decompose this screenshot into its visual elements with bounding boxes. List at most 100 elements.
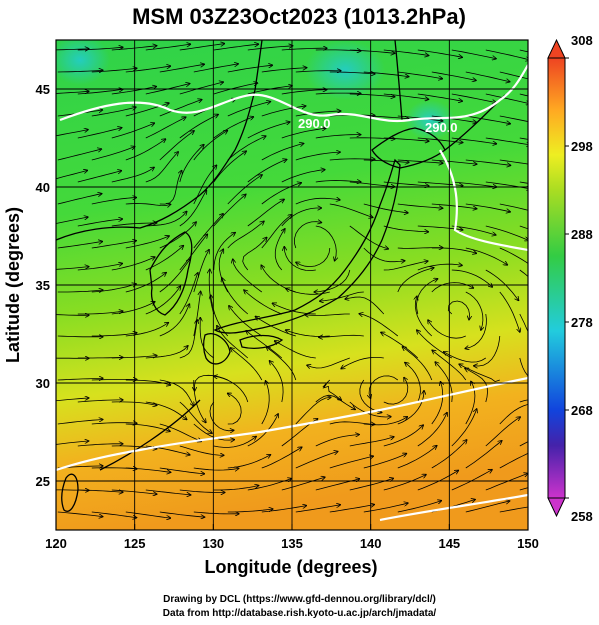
streamline-171 — [233, 259, 263, 293]
streamline-243 — [145, 401, 187, 420]
contour-label-1: 290.0 — [298, 116, 331, 131]
streamline-159 — [314, 269, 351, 292]
streamline-42 — [451, 93, 496, 103]
streamline-122 — [111, 223, 157, 227]
streamline-205 — [359, 314, 399, 337]
streamline-224 — [519, 357, 528, 377]
streamline-301 — [77, 490, 123, 492]
chart-title: MSM 03Z23Oct2023 (1013.2hPa) — [132, 4, 466, 29]
streamline-260 — [228, 393, 242, 425]
streamline-195 — [57, 336, 103, 337]
streamline-231 — [231, 348, 263, 381]
streamline-140 — [227, 221, 264, 249]
streamline-175 — [397, 268, 434, 293]
credit-data: Data from http://database.rish.kyoto-u.a… — [162, 608, 437, 619]
streamline-283 — [485, 417, 520, 447]
credit-drawing: Drawing by DCL (https://www.gfd-dennou.o… — [163, 594, 436, 605]
streamline-240 — [56, 398, 89, 402]
streamline-77 — [125, 139, 166, 161]
streamline-256 — [91, 423, 137, 424]
streamline-118 — [499, 203, 528, 211]
colorbar-tick-label-268: 268 — [571, 403, 593, 418]
streamline-307 — [281, 477, 325, 491]
streamline-142 — [293, 222, 321, 249]
streamline-83 — [329, 159, 375, 160]
streamline-39 — [349, 93, 395, 97]
streamline-24 — [363, 71, 409, 77]
streamline-199 — [193, 292, 201, 337]
streamline-274 — [179, 445, 224, 455]
streamline-303 — [145, 489, 191, 495]
streamline-44 — [519, 93, 528, 97]
streamline-196 — [91, 333, 137, 337]
coast-honshu — [213, 158, 401, 334]
streamline-25 — [397, 71, 443, 79]
streamline-73 — [485, 137, 528, 145]
streamline-27 — [465, 71, 510, 82]
streamline-166 — [91, 284, 136, 293]
streamline-160 — [383, 261, 428, 271]
streamline-292 — [295, 452, 338, 469]
streamline-105 — [57, 194, 102, 205]
streamline-258 — [159, 423, 201, 441]
streamline-125 — [213, 194, 246, 227]
x-tick-label-120: 120 — [45, 536, 67, 551]
streamline-266 — [431, 382, 443, 425]
streamline-68 — [315, 135, 361, 139]
streamline-192 — [447, 300, 469, 320]
y-tick-label-25: 25 — [36, 474, 50, 489]
streamline-319 — [193, 512, 239, 514]
streamline-247 — [270, 361, 284, 403]
grid — [56, 40, 528, 530]
streamline-15 — [57, 70, 103, 72]
streamline-204 — [319, 335, 364, 337]
streamline-133 — [485, 225, 528, 240]
streamline-168 — [159, 259, 190, 293]
streamline-43 — [485, 93, 528, 104]
streamline-328 — [499, 506, 528, 513]
y-tick-label-35: 35 — [36, 278, 50, 293]
streamline-144 — [363, 247, 405, 262]
streamline-197 — [125, 323, 169, 337]
streamline-187 — [244, 290, 282, 315]
streamline-60 — [56, 130, 88, 137]
streamline-164 — [519, 269, 528, 277]
streamline-184 — [179, 273, 198, 315]
contour-north — [59, 64, 528, 123]
streamline-97 — [281, 170, 325, 183]
streamline-67 — [281, 128, 326, 139]
streamline-264 — [363, 417, 408, 426]
streamline-86 — [431, 159, 477, 164]
streamline-213 — [145, 346, 188, 359]
streamline-0 — [56, 49, 89, 50]
streamline-189 — [305, 314, 350, 315]
streamline-23 — [329, 72, 375, 74]
streamline-275 — [213, 437, 256, 448]
streamline-95 — [213, 151, 246, 183]
coast-taiwan — [61, 473, 79, 512]
streamline-18 — [159, 64, 204, 73]
streamline-232 — [266, 347, 297, 381]
streamline-111 — [261, 183, 301, 205]
streamline-246 — [214, 376, 249, 403]
streamline-185 — [209, 270, 215, 315]
streamline-287 — [125, 467, 171, 472]
streamline-87 — [465, 159, 511, 165]
streamline-314 — [519, 487, 528, 491]
streamline-163 — [485, 269, 519, 300]
streamline-315 — [57, 511, 103, 517]
streamline-323 — [329, 505, 374, 513]
contour-east — [439, 149, 528, 252]
streamline-78 — [159, 131, 194, 161]
streamline-106 — [91, 198, 137, 205]
streamline-296 — [431, 440, 467, 469]
streamline-261 — [261, 381, 270, 425]
streamline-116 — [431, 203, 477, 209]
colorbar-body — [547, 57, 566, 499]
x-axis-title: Longitude (degrees) — [204, 557, 377, 577]
streamline-51 — [261, 106, 306, 117]
cool-region-northwest — [56, 40, 110, 85]
streamline-263 — [329, 421, 375, 425]
streamline-327 — [465, 501, 510, 513]
